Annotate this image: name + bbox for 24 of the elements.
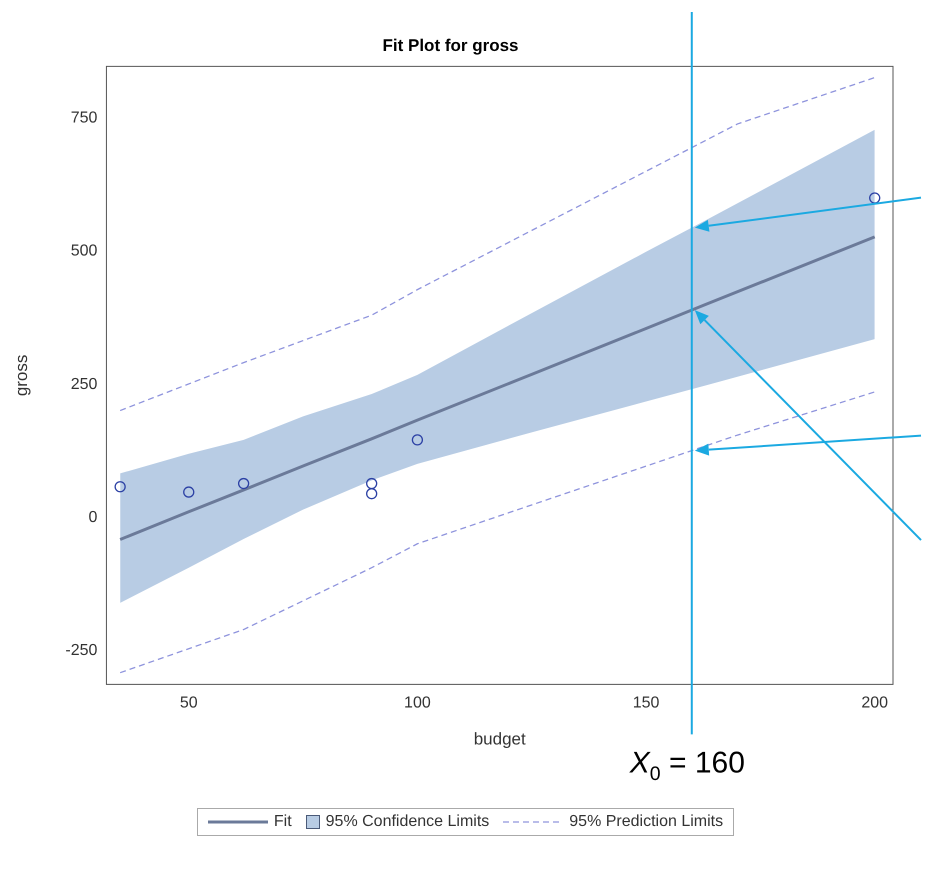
point (412, 434, 424, 446)
line-series (119, 76, 876, 412)
text: 95% Confidence Limits (326, 813, 490, 831)
point (114, 481, 126, 492)
point (238, 478, 250, 490)
x-axis-title: budget (474, 729, 526, 748)
y-tick-label: 500 (70, 242, 98, 260)
point (366, 478, 378, 490)
y-tick-label: 750 (70, 109, 98, 126)
x-tick-label: 100 (404, 694, 431, 712)
y-tick-label: 250 (70, 376, 98, 393)
y-tick-label: -250 (65, 642, 98, 660)
y-axis-title: gross (12, 354, 31, 396)
point (183, 486, 194, 498)
x-tick-label: 200 (861, 694, 888, 712)
point (366, 488, 378, 500)
legend-label: Fit (274, 813, 292, 831)
legend-label: 95% Prediction Limits (569, 813, 724, 831)
line-series (119, 391, 876, 674)
point (869, 192, 880, 204)
x-tick-label: 50 (180, 694, 198, 712)
chart-title: Fit Plot for gross (382, 36, 518, 55)
x-tick-label: 150 (632, 694, 660, 712)
y-tick-label: 0 (88, 509, 98, 526)
